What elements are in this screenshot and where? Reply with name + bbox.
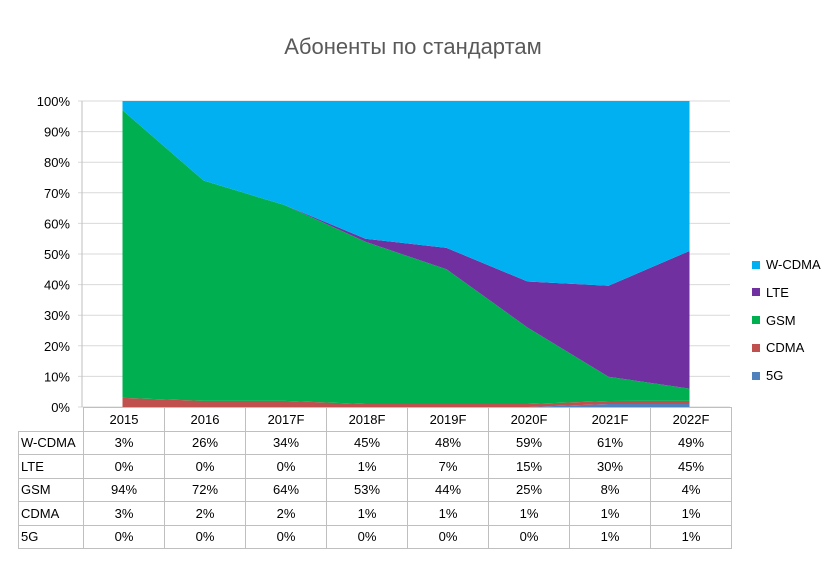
data-table: 2015 2016 2017F 2018F 2019F 2020F 2021F 2022F W-… xyxy=(18,407,732,549)
legend-swatch xyxy=(752,288,760,297)
x-tick-label: 2020F xyxy=(488,407,570,432)
data-label: 72% xyxy=(164,477,246,502)
data-label: 64% xyxy=(245,477,327,502)
data-label: 1% xyxy=(569,501,651,526)
data-label: 3% xyxy=(83,430,165,455)
x-tick-label: 2019F xyxy=(407,407,489,432)
data-label: 30% xyxy=(569,454,651,479)
data-label: 0% xyxy=(164,524,246,549)
data-label: 2% xyxy=(245,501,327,526)
legend-label: CDMA xyxy=(766,340,805,356)
table-header-row: 2015 2016 2017F 2018F 2019F 2020F 2021F 2022F xyxy=(18,407,732,432)
chart-title: Абоненты по стандартам xyxy=(284,34,542,59)
y-tick-label: 90% xyxy=(44,125,70,140)
y-tick-label: 60% xyxy=(44,216,70,231)
x-tick-label: 2017F xyxy=(245,407,327,432)
row-label: 5G xyxy=(18,524,84,549)
y-tick-label: 40% xyxy=(44,278,70,293)
x-tick-label: 2015 xyxy=(83,407,165,432)
legend-label: 5G xyxy=(766,368,784,384)
data-label: 7% xyxy=(407,454,489,479)
data-label: 45% xyxy=(650,454,732,479)
table-row: LTE 0% 0% 0% 1% 7% 15% 30% 45% xyxy=(18,454,732,479)
data-label: 1% xyxy=(407,501,489,526)
data-label: 34% xyxy=(245,430,327,455)
area-5g xyxy=(122,403,690,407)
legend-swatch xyxy=(752,260,760,269)
data-label: 2% xyxy=(164,501,246,526)
data-label: 49% xyxy=(650,430,732,455)
table-row: W-CDMA 3% 26% 34% 45% 48% 59% 61% 49% xyxy=(18,430,732,455)
data-label: 1% xyxy=(650,524,732,549)
data-label: 53% xyxy=(326,477,408,502)
y-tick-label: 70% xyxy=(44,186,70,201)
y-tick-label: 10% xyxy=(44,369,70,384)
row-label: W-CDMA xyxy=(18,430,84,455)
data-label: 1% xyxy=(650,501,732,526)
data-label: 45% xyxy=(326,430,408,455)
data-label: 0% xyxy=(164,454,246,479)
y-tick-label: 20% xyxy=(44,339,70,354)
data-label: 15% xyxy=(488,454,570,479)
legend-swatch xyxy=(752,316,760,325)
table-row: 5G 0% 0% 0% 0% 0% 0% 1% 1% xyxy=(18,524,732,549)
y-tick-label: 50% xyxy=(44,247,70,262)
data-label: 3% xyxy=(83,501,165,526)
area-cdma xyxy=(122,397,690,407)
legend-item: W-CDMA xyxy=(752,257,821,272)
data-label: 1% xyxy=(326,454,408,479)
data-label: 0% xyxy=(326,524,408,549)
data-label: 25% xyxy=(488,477,570,502)
data-label: 61% xyxy=(569,430,651,455)
legend-swatch xyxy=(752,371,760,380)
x-tick-label: 2021F xyxy=(569,407,651,432)
data-label: 59% xyxy=(488,430,570,455)
data-label: 1% xyxy=(326,501,408,526)
legend-item: LTE xyxy=(752,285,789,300)
table-row: CDMA 3% 2% 2% 1% 1% 1% 1% 1% xyxy=(18,501,732,526)
data-label: 0% xyxy=(488,524,570,549)
data-label: 0% xyxy=(407,524,489,549)
table-row: GSM 94% 72% 64% 53% 44% 25% 8% 4% xyxy=(18,477,732,502)
legend-label: GSM xyxy=(766,312,796,328)
x-tick-label: 2022F xyxy=(650,407,732,432)
data-label: 26% xyxy=(164,430,246,455)
data-label: 0% xyxy=(245,524,327,549)
y-tick-label: 80% xyxy=(44,155,70,170)
legend-label: LTE xyxy=(766,284,789,300)
data-label: 4% xyxy=(650,477,732,502)
row-label: CDMA xyxy=(18,501,84,526)
legend-item: 5G xyxy=(752,368,783,383)
legend-item: CDMA xyxy=(752,340,804,355)
legend-label: W-CDMA xyxy=(766,257,821,272)
legend-item: GSM xyxy=(752,313,796,328)
data-label: 0% xyxy=(83,524,165,549)
data-label: 0% xyxy=(83,454,165,479)
x-tick-label: 2016 xyxy=(164,407,246,432)
legend-swatch xyxy=(752,343,760,352)
y-tick-label: 100% xyxy=(37,94,71,109)
y-tick-label: 30% xyxy=(44,308,70,323)
data-label: 1% xyxy=(488,501,570,526)
row-label: LTE xyxy=(18,454,84,479)
x-tick-label: 2018F xyxy=(326,407,408,432)
data-label: 1% xyxy=(569,524,651,549)
area-w-cdma xyxy=(122,101,690,286)
table-corner xyxy=(18,407,84,431)
data-label: 48% xyxy=(407,430,489,455)
area-lte xyxy=(122,110,690,389)
data-label: 44% xyxy=(407,477,489,502)
data-label: 0% xyxy=(245,454,327,479)
data-label: 8% xyxy=(569,477,651,502)
row-label: GSM xyxy=(18,477,84,502)
area-gsm xyxy=(122,110,690,404)
data-label: 94% xyxy=(83,477,165,502)
